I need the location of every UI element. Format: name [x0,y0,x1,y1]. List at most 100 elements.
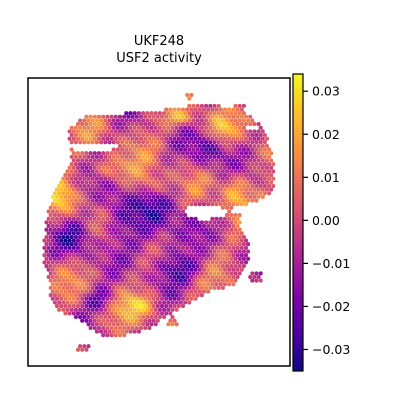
spot [65,198,70,203]
spot [170,256,175,261]
spot [128,125,133,130]
spot [222,173,228,178]
spot [199,293,204,298]
spot [208,242,213,247]
spot [220,198,225,203]
spot [63,187,68,192]
spot [153,140,158,145]
spot [90,242,95,247]
spot [227,223,232,229]
spot [183,242,188,247]
spot [153,242,158,247]
spot [180,165,186,170]
spot [71,187,76,192]
spot [73,169,78,174]
spot [113,296,118,301]
spot [134,180,139,185]
spot [122,311,127,316]
spot [206,173,211,178]
spot [134,216,139,221]
spot [115,140,120,145]
spot [92,231,97,236]
spot [73,307,78,312]
spot [147,114,152,119]
spot [206,282,211,287]
spot [57,205,62,210]
spot [204,140,209,145]
spot [208,147,213,152]
spot [107,140,112,145]
spot [170,264,175,269]
spot [113,304,118,309]
spot [258,191,263,196]
spot [201,136,207,141]
spot [90,293,95,298]
spot [227,194,232,199]
spot [187,234,192,240]
spot [57,256,62,261]
spot [111,234,116,240]
spot [99,205,104,210]
spot [231,143,236,149]
spot [54,202,60,207]
spot [241,234,246,240]
spot [262,191,267,196]
spot [57,198,62,203]
spot [237,249,242,254]
spot [235,136,240,141]
spot [96,165,102,170]
spot [166,264,171,269]
spot [80,158,85,163]
spot [174,307,179,312]
spot [94,140,99,145]
spot [124,162,129,167]
spot [117,143,123,149]
spot [120,293,125,298]
spot [96,296,102,301]
spot [105,209,110,214]
spot [153,183,158,189]
spot [59,209,64,214]
spot [132,220,137,225]
spot [82,162,87,167]
spot [149,300,154,305]
spot [136,264,141,269]
spot [153,314,158,320]
spot [115,234,120,240]
spot [88,304,93,309]
spot [128,242,133,247]
spot [138,253,144,258]
spot [269,165,274,170]
spot [136,256,141,261]
spot [94,183,99,189]
spot [128,234,133,240]
spot [237,154,242,159]
spot [124,293,129,298]
spot [67,223,72,229]
spot [122,333,127,338]
spot [130,311,135,316]
spot [46,231,51,236]
spot [128,314,133,320]
spot [241,198,246,203]
spot [180,114,186,119]
spot [233,111,238,116]
spot [54,260,60,265]
spot [162,242,167,247]
spot [50,274,55,280]
spot [210,151,215,156]
spot [233,278,238,283]
spot [214,173,219,178]
spot [111,140,116,145]
spot [246,176,251,181]
spot [168,274,173,280]
spot [73,125,78,130]
spot [252,165,257,170]
spot [132,256,137,261]
spot [84,165,89,170]
spot [195,111,200,116]
spot [143,253,148,258]
spot [168,289,173,294]
spot [227,136,232,141]
spot [210,173,215,178]
